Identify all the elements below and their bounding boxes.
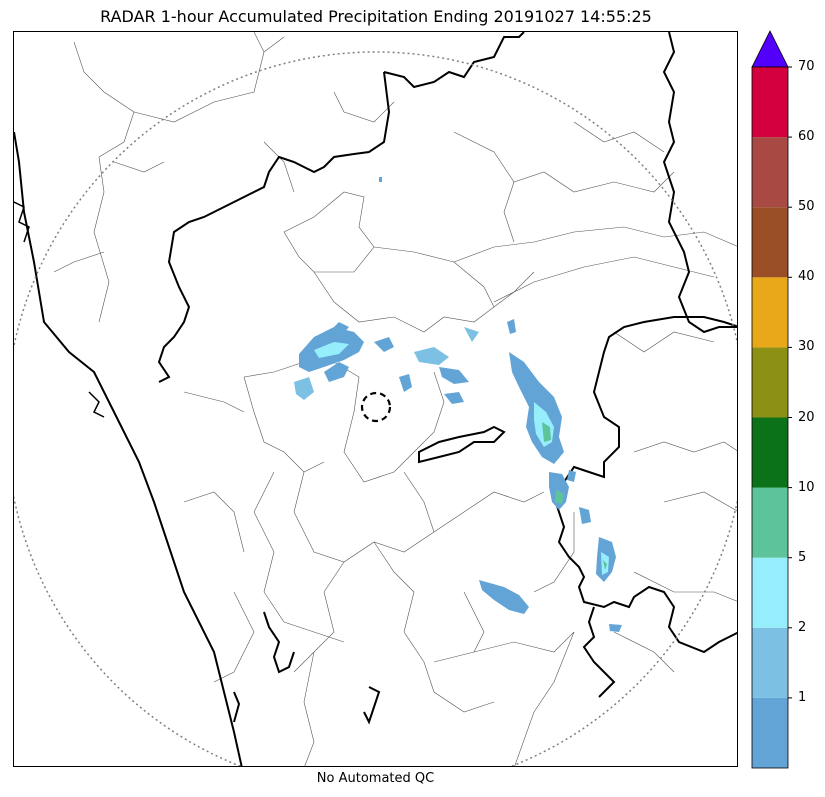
colorbar-bin — [752, 277, 788, 348]
colorbar-bin — [752, 557, 788, 628]
map-canvas — [14, 32, 737, 766]
colorbar-bin — [752, 417, 788, 488]
colorbar-canvas — [751, 30, 792, 769]
colorbar-tick-label: 50 — [798, 199, 815, 215]
colorbar-tick-label: 70 — [798, 59, 815, 74]
colorbar-tick-label: 20 — [798, 409, 815, 425]
colorbar-tick-label: 30 — [798, 339, 815, 355]
precipitation-colorbar — [751, 30, 792, 769]
colorbar-bin — [752, 487, 788, 558]
colorbar-tick-label: 1 — [798, 689, 807, 705]
range-ring — [14, 51, 737, 766]
radar-map[interactable] — [13, 31, 738, 767]
colorbar-bin — [752, 67, 788, 138]
district-boundaries — [53, 32, 737, 766]
coastline-details — [14, 201, 105, 418]
state-boundaries — [14, 32, 737, 766]
radar-site-marker — [360, 391, 392, 423]
colorbar-tick-label: 2 — [798, 619, 807, 635]
precipitation-echoes — [294, 177, 622, 632]
colorbar-bin — [752, 137, 788, 208]
colorbar-tick-label: 5 — [798, 549, 807, 565]
colorbar-bin — [752, 627, 788, 698]
colorbar-bin — [752, 347, 788, 418]
colorbar-tick-label: 40 — [798, 269, 815, 285]
colorbar-tick-label: 10 — [798, 479, 815, 495]
qc-status: No Automated QC — [316, 771, 435, 786]
map-title: RADAR 1-hour Accumulated Precipitation E… — [100, 7, 652, 26]
colorbar-tick-label: 60 — [798, 129, 815, 145]
colorbar-bin — [752, 697, 788, 768]
colorbar-extend-arrow — [751, 30, 789, 68]
colorbar-bin — [752, 207, 788, 278]
